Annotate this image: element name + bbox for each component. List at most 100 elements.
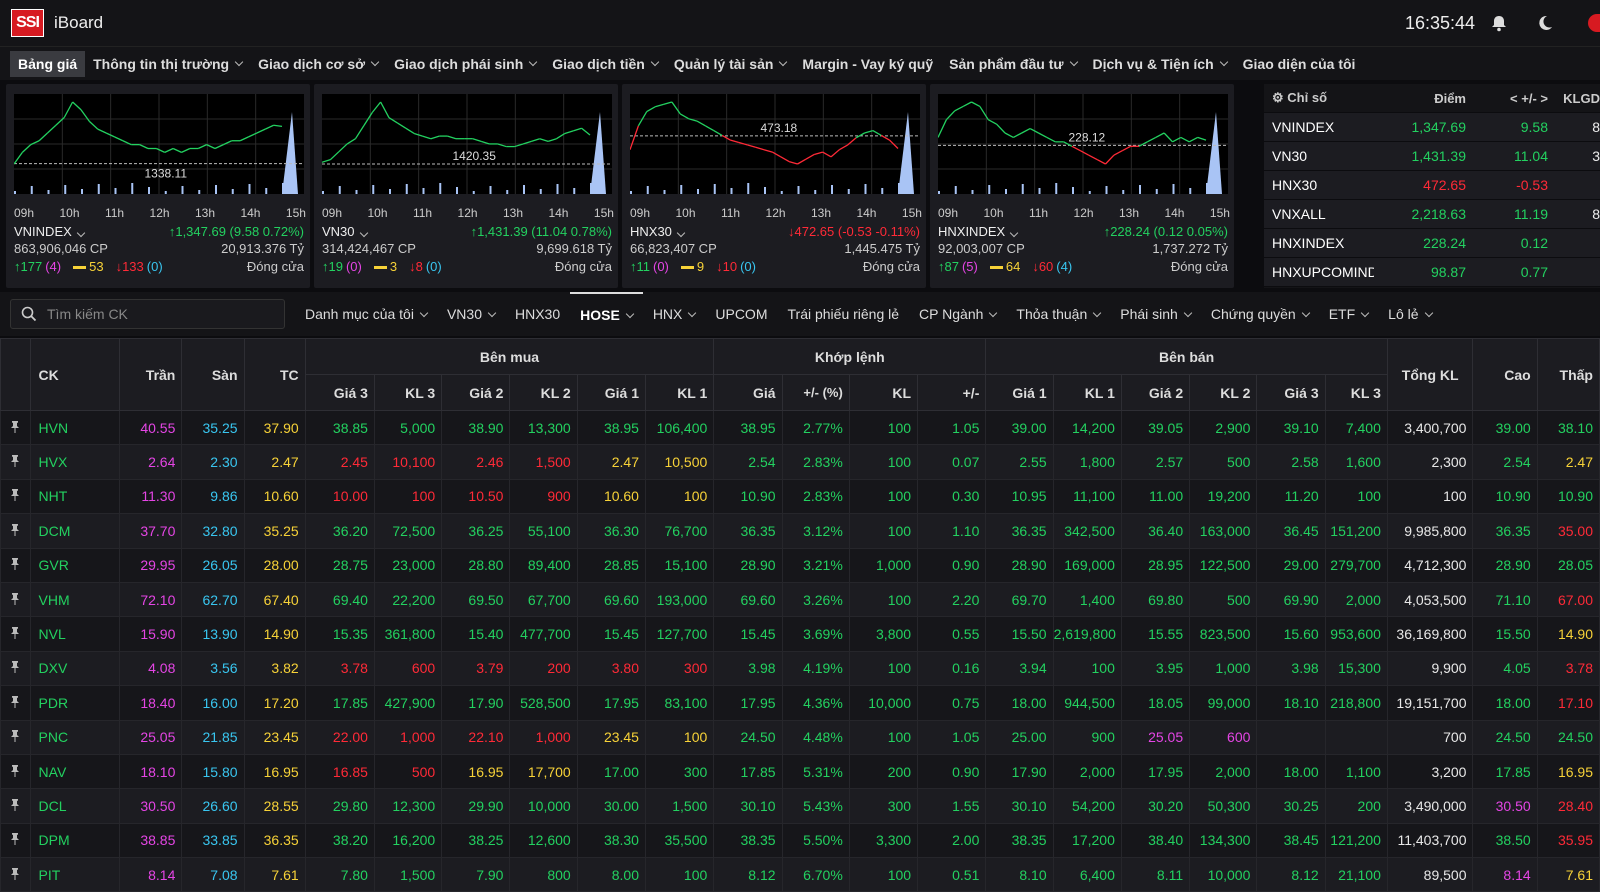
index-name[interactable]: HNX30 bbox=[630, 224, 686, 239]
col-gia-1-10[interactable]: Giá 1 bbox=[985, 374, 1054, 411]
col-ceiling[interactable]: Trần bbox=[119, 338, 183, 411]
index-name[interactable]: VNINDEX bbox=[14, 224, 86, 239]
pin-icon[interactable] bbox=[0, 513, 31, 549]
symbol-cell[interactable]: PIT bbox=[29, 857, 121, 892]
symbol-cell[interactable]: HVX bbox=[29, 444, 121, 480]
menu-item-dich-vu-tien-ich[interactable]: Dịch vụ & Tiện ích bbox=[1085, 51, 1235, 77]
menu-item-san-pham-dau-tu[interactable]: Sản phẩm đầu tư bbox=[941, 51, 1084, 77]
board-row-dxv[interactable]: DXV 4.08 3.56 3.82 3.78 600 3.79 200 3.80 300 3.98… bbox=[0, 650, 1600, 687]
col-kl-1-11[interactable]: KL 1 bbox=[1052, 374, 1122, 411]
filter-tab-hose[interactable]: HOSE bbox=[570, 292, 643, 336]
pin-icon[interactable] bbox=[0, 685, 31, 721]
menu-item-bang-gia[interactable]: Bảng giá bbox=[10, 50, 86, 77]
col-gia-3-14[interactable]: Giá 3 bbox=[1256, 374, 1326, 411]
symbol-cell[interactable]: PDR bbox=[29, 685, 121, 721]
symbol-cell[interactable]: GVR bbox=[29, 547, 121, 583]
index-row-vnxall[interactable]: VNXALL 2,218.63 11.19 8 bbox=[1264, 200, 1600, 229]
menu-item-margin-vay-ky-quy[interactable]: Margin - Vay ký quỹ bbox=[794, 51, 941, 77]
symbol-cell[interactable]: DCM bbox=[29, 513, 121, 549]
pin-icon[interactable] bbox=[0, 616, 31, 652]
index-header-name[interactable]: ⚙ Chỉ số bbox=[1272, 90, 1328, 105]
pin-icon[interactable] bbox=[0, 478, 31, 515]
board-row-nvl[interactable]: NVL 15.90 13.90 14.90 15.35 361,800 15.40 477,7… bbox=[0, 616, 1600, 652]
index-row-hnx30[interactable]: HNX30 472.65 -0.53 bbox=[1264, 171, 1600, 200]
index-header-change[interactable]: < +/- > bbox=[1510, 90, 1548, 106]
symbol-cell[interactable]: VHM bbox=[29, 581, 121, 618]
col-gia-6[interactable]: Giá bbox=[713, 374, 783, 411]
pin-icon[interactable] bbox=[0, 444, 31, 480]
filter-tab-hnx[interactable]: HNX bbox=[643, 292, 706, 336]
col-ck[interactable]: CK bbox=[29, 338, 121, 411]
pin-icon[interactable] bbox=[0, 719, 31, 755]
col-floor[interactable]: Sàn bbox=[181, 338, 245, 411]
user-avatar[interactable] bbox=[1588, 14, 1600, 32]
board-row-pit[interactable]: PIT 8.14 7.08 7.61 7.80 1,500 7.90 800 8.00 100 8.… bbox=[0, 857, 1600, 892]
filter-tab-chung-quyen[interactable]: Chứng quyền bbox=[1201, 292, 1319, 336]
col-kl-2-13[interactable]: KL 2 bbox=[1189, 374, 1258, 411]
filter-tab-etf[interactable]: ETF bbox=[1319, 292, 1378, 336]
col-kl-8[interactable]: KL bbox=[848, 374, 919, 411]
col-kl-3-15[interactable]: KL 3 bbox=[1324, 374, 1388, 411]
index-row-vnindex[interactable]: VNINDEX 1,347.69 9.58 8 bbox=[1264, 113, 1600, 142]
menu-item-giao-dich-co-so[interactable]: Giao dịch cơ sở bbox=[250, 51, 386, 77]
col-kl-1-5[interactable]: KL 1 bbox=[644, 374, 715, 411]
board-row-dcl[interactable]: DCL 30.50 26.60 28.55 29.80 12,300 29.90 10,000… bbox=[0, 788, 1600, 824]
index-panel-hnxindex[interactable]: 228.12 09h 10h 11h 12h 13h 14h 15h HNXINDEX ↑228.… bbox=[930, 84, 1234, 288]
board-row-hvn[interactable]: HVN 40.55 35.25 37.90 38.85 5,000 38.90 13,300 3… bbox=[0, 409, 1600, 446]
pin-icon[interactable] bbox=[0, 857, 31, 892]
index-name[interactable]: HNXINDEX bbox=[938, 224, 1019, 239]
pin-icon[interactable] bbox=[0, 547, 31, 583]
col-gia-2-12[interactable]: Giá 2 bbox=[1120, 374, 1191, 411]
index-panel-vnindex[interactable]: 1338.11 09h 10h 11h 12h 13h 14h 15h VNINDEX ↑1,34… bbox=[6, 84, 310, 288]
col-total-volume[interactable]: Tổng KL bbox=[1386, 338, 1474, 411]
pin-icon[interactable] bbox=[0, 753, 31, 790]
col-gia-3-0[interactable]: Giá 3 bbox=[304, 374, 375, 411]
board-row-dcm[interactable]: DCM 37.70 32.80 35.25 36.20 72,500 36.25 55,100… bbox=[0, 513, 1600, 549]
filter-tab-vn30[interactable]: VN30 bbox=[437, 292, 505, 336]
menu-item-giao-dich-tien[interactable]: Giao dịch tiền bbox=[544, 51, 666, 77]
symbol-cell[interactable]: HVN bbox=[29, 409, 121, 446]
filter-tab-thoa-thuan[interactable]: Thỏa thuận bbox=[1006, 292, 1110, 336]
col--7[interactable]: +/- (%) bbox=[781, 374, 850, 411]
col-kl-3-1[interactable]: KL 3 bbox=[373, 374, 443, 411]
symbol-cell[interactable]: NAV bbox=[29, 753, 121, 790]
search-input[interactable] bbox=[47, 306, 267, 322]
menu-item-thong-tin-thi-truong[interactable]: Thông tin thị trường bbox=[85, 51, 250, 77]
filter-tab-upcom[interactable]: UPCOM bbox=[705, 292, 777, 336]
bell-icon[interactable] bbox=[1490, 14, 1508, 32]
col-gia-2-2[interactable]: Giá 2 bbox=[441, 374, 511, 411]
index-row-hnxindex[interactable]: HNXINDEX 228.24 0.12 bbox=[1264, 229, 1600, 258]
index-row-vn30[interactable]: VN30 1,431.39 11.04 3 bbox=[1264, 142, 1600, 171]
symbol-cell[interactable]: DPM bbox=[29, 822, 121, 859]
index-panel-vn30[interactable]: 1420.35 09h 10h 11h 12h 13h 14h 15h VN30 ↑1,431.3… bbox=[314, 84, 618, 288]
pin-icon[interactable] bbox=[0, 409, 31, 446]
symbol-cell[interactable]: NHT bbox=[29, 478, 121, 515]
symbol-cell[interactable]: PNC bbox=[29, 719, 121, 755]
menu-item-giao-dien-cua-toi[interactable]: Giao diện của tôi bbox=[1235, 51, 1364, 77]
board-row-nht[interactable]: NHT 11.30 9.86 10.60 10.00 100 10.50 900 10.60 10… bbox=[0, 478, 1600, 515]
filter-tab-trai-phieu-rieng-le[interactable]: Trái phiếu riêng lẻ bbox=[778, 292, 910, 336]
pin-icon[interactable] bbox=[0, 822, 31, 859]
board-row-dpm[interactable]: DPM 38.85 33.85 36.35 38.20 16,200 38.25 12,600… bbox=[0, 822, 1600, 859]
index-panel-hnx30[interactable]: 473.18 09h 10h 11h 12h 13h 14h 15h HNX30 ↓472.65 … bbox=[622, 84, 926, 288]
board-row-nav[interactable]: NAV 18.10 15.80 16.95 16.85 500 16.95 17,700 17.… bbox=[0, 753, 1600, 790]
pin-icon[interactable] bbox=[0, 581, 31, 618]
board-row-gvr[interactable]: GVR 29.95 26.05 28.00 28.75 23,000 28.80 89,400… bbox=[0, 547, 1600, 583]
ssi-logo[interactable]: SSI bbox=[11, 9, 44, 37]
filter-tab-cp-nganh[interactable]: CP Ngành bbox=[909, 292, 1006, 336]
board-row-hvx[interactable]: HVX 2.64 2.30 2.47 2.45 10,100 2.46 1,500 2.47 10… bbox=[0, 444, 1600, 480]
menu-item-giao-dich-phai-sinh[interactable]: Giao dịch phái sinh bbox=[386, 51, 544, 77]
pin-icon[interactable] bbox=[0, 788, 31, 824]
col-low[interactable]: Thấp bbox=[1536, 338, 1600, 411]
board-row-pdr[interactable]: PDR 18.40 16.00 17.20 17.85 427,900 17.90 528,5… bbox=[0, 685, 1600, 721]
moon-icon[interactable] bbox=[1536, 14, 1554, 32]
pin-icon[interactable] bbox=[0, 650, 31, 687]
col-reference[interactable]: TC bbox=[243, 338, 306, 411]
col-high[interactable]: Cao bbox=[1472, 338, 1538, 411]
symbol-cell[interactable]: DXV bbox=[29, 650, 121, 687]
symbol-cell[interactable]: NVL bbox=[29, 616, 121, 652]
index-name[interactable]: VN30 bbox=[322, 224, 368, 239]
symbol-cell[interactable]: DCL bbox=[29, 788, 121, 824]
col--9[interactable]: +/- bbox=[917, 374, 987, 411]
board-row-pnc[interactable]: PNC 25.05 21.85 23.45 22.00 1,000 22.10 1,000 23… bbox=[0, 719, 1600, 755]
